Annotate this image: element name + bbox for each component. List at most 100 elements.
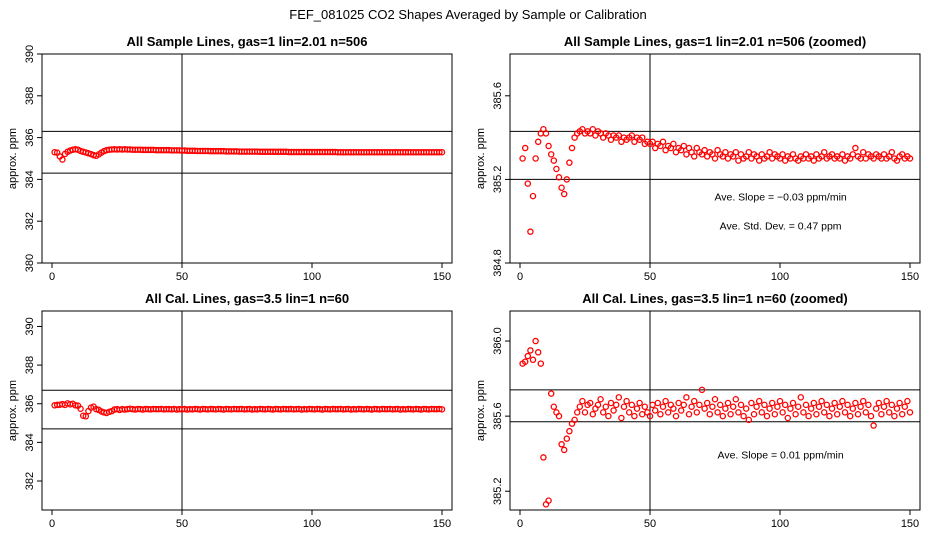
data-point bbox=[766, 405, 773, 412]
y-tick-label: 388 bbox=[24, 87, 36, 105]
y-axis-label: approx. ppm bbox=[7, 380, 19, 441]
y-tick-label: 390 bbox=[24, 45, 36, 63]
y-tick-label: 385.6 bbox=[492, 82, 504, 110]
data-point bbox=[586, 399, 594, 407]
data-point bbox=[885, 409, 893, 416]
data-point bbox=[547, 151, 555, 158]
data-point bbox=[566, 427, 573, 435]
data-point bbox=[527, 228, 534, 235]
panel-1: All Sample Lines, gas=1 lin=2.01 n=506 0 5… bbox=[7, 34, 453, 283]
data-point bbox=[657, 411, 664, 418]
x-tick-label: 50 bbox=[644, 518, 656, 530]
data-point bbox=[698, 386, 706, 394]
y-tick-label: 384 bbox=[24, 170, 36, 188]
data-point bbox=[846, 412, 854, 420]
data-point bbox=[823, 401, 831, 409]
data-point bbox=[880, 403, 888, 410]
panel-3: All Cal. Lines, gas=3.5 lin=1 n=60 0 50 100… bbox=[7, 291, 453, 530]
data-point bbox=[742, 405, 750, 412]
data-point bbox=[839, 151, 846, 158]
data-point bbox=[677, 407, 685, 414]
data-point bbox=[524, 180, 532, 187]
panel-title: All Cal. Lines, gas=3.5 lin=1 n=60 (zoom… bbox=[582, 291, 848, 306]
data-point bbox=[904, 397, 911, 405]
data-point bbox=[859, 148, 867, 156]
data-point bbox=[566, 159, 573, 166]
data-point bbox=[672, 412, 680, 420]
data-point bbox=[831, 399, 838, 407]
data-point bbox=[810, 399, 818, 407]
data-point bbox=[618, 414, 625, 422]
plot-frame bbox=[41, 310, 453, 511]
data-point bbox=[524, 352, 532, 360]
data-point bbox=[615, 132, 623, 139]
data-point bbox=[436, 148, 443, 156]
data-point bbox=[79, 412, 87, 419]
data-point bbox=[59, 156, 66, 163]
data-point bbox=[589, 125, 597, 133]
data-point bbox=[820, 409, 828, 416]
data-point bbox=[680, 401, 688, 409]
data-point bbox=[849, 151, 857, 158]
data-point bbox=[852, 399, 859, 407]
data-point bbox=[768, 399, 776, 407]
data-point bbox=[555, 412, 563, 420]
data-point bbox=[77, 405, 84, 413]
data-point bbox=[735, 409, 742, 416]
data-point bbox=[898, 411, 906, 418]
data-point bbox=[714, 409, 721, 416]
data-point bbox=[51, 148, 58, 156]
data-point bbox=[854, 411, 862, 418]
y-tick-label: 384 bbox=[24, 433, 36, 451]
data-point bbox=[878, 411, 885, 418]
data-point bbox=[607, 399, 615, 407]
x-tick-label: 0 bbox=[517, 271, 523, 283]
y-tick-label: 384.8 bbox=[492, 249, 504, 277]
data-point bbox=[719, 412, 727, 420]
data-point bbox=[802, 401, 810, 409]
data-point bbox=[781, 401, 789, 409]
y-tick-label: 386 bbox=[24, 395, 36, 413]
data-point bbox=[815, 403, 823, 410]
data-point bbox=[579, 397, 586, 405]
panel-4: All Cal. Lines, gas=3.5 lin=1 n=60 (zoom… bbox=[475, 291, 921, 530]
data-point bbox=[636, 399, 643, 407]
annotation: Ave. Slope = −0.03 ppm/min bbox=[714, 191, 846, 203]
plot-frame bbox=[509, 310, 921, 511]
data-point bbox=[633, 405, 641, 412]
data-point bbox=[849, 405, 857, 412]
data-point bbox=[792, 411, 799, 418]
data-point bbox=[670, 140, 677, 148]
data-point bbox=[888, 401, 896, 409]
data-point bbox=[800, 409, 807, 416]
data-point bbox=[875, 399, 883, 407]
data-point bbox=[732, 148, 740, 156]
y-tick-label: 380 bbox=[24, 254, 36, 272]
panel-2: All Sample Lines, gas=1 lin=2.01 n=506 (… bbox=[475, 34, 921, 283]
y-axis-label: approx. ppm bbox=[475, 128, 487, 189]
data-point bbox=[696, 401, 703, 409]
data-point bbox=[813, 411, 820, 418]
x-tick-label: 50 bbox=[644, 271, 656, 283]
data-point bbox=[664, 409, 672, 416]
data-point bbox=[602, 403, 610, 410]
data-point bbox=[529, 356, 537, 364]
data-point bbox=[706, 411, 714, 418]
data-point bbox=[758, 409, 766, 416]
data-point bbox=[745, 148, 753, 156]
data-point bbox=[436, 405, 443, 413]
data-point bbox=[766, 148, 773, 156]
data-point bbox=[740, 412, 747, 420]
data-point bbox=[807, 405, 815, 412]
data-point bbox=[659, 138, 667, 146]
data-point bbox=[651, 407, 659, 414]
figure-title: FEF_081025 CO2 Shapes Averaged by Sample… bbox=[289, 7, 646, 22]
data-point bbox=[833, 411, 841, 418]
y-tick-label: 390 bbox=[24, 317, 36, 335]
data-point bbox=[755, 397, 763, 405]
x-tick-label: 150 bbox=[901, 271, 919, 283]
data-point bbox=[729, 403, 737, 410]
data-point bbox=[688, 403, 695, 410]
data-point bbox=[589, 411, 597, 418]
data-point bbox=[683, 394, 690, 401]
